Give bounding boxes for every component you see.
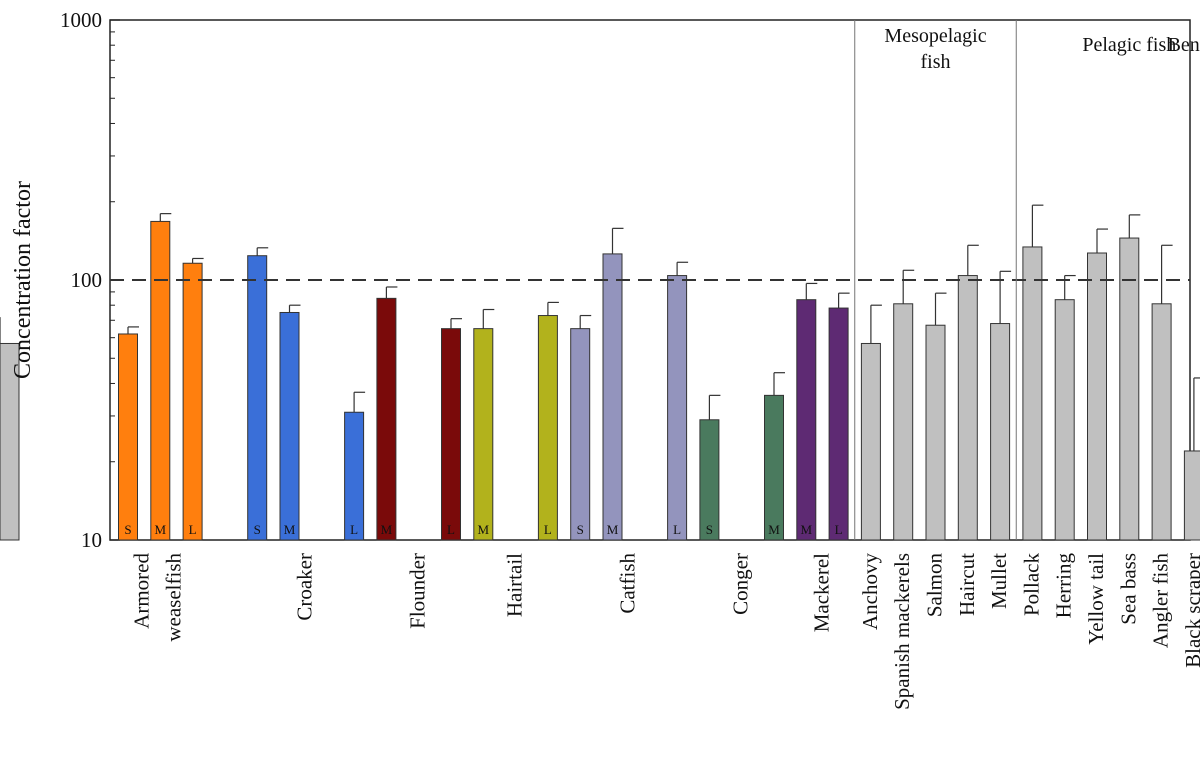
bar xyxy=(182,262,203,541)
bar xyxy=(441,328,461,541)
x-category-label: Croaker xyxy=(293,553,317,621)
bar xyxy=(602,253,623,541)
size-label: M xyxy=(284,522,296,537)
size-label: L xyxy=(447,522,455,537)
x-category-label: Mackerel xyxy=(809,553,833,632)
size-label: L xyxy=(673,522,681,537)
y-tick-label: 1000 xyxy=(60,8,102,32)
size-label: M xyxy=(607,522,619,537)
bar xyxy=(1183,450,1200,541)
x-category-label: Salmon xyxy=(923,553,947,618)
x-category-label: Black scraper xyxy=(1181,553,1200,668)
x-axis-labels: Armored weaselfish Croaker Flounder Hairtail… xyxy=(129,553,1200,710)
bar xyxy=(376,297,397,541)
size-label: L xyxy=(189,522,197,537)
size-label: L xyxy=(835,522,843,537)
size-label: L xyxy=(350,522,358,537)
size-label: L xyxy=(544,522,552,537)
bar xyxy=(344,411,365,541)
bar xyxy=(570,328,591,541)
x-category-label: Mullet xyxy=(987,553,1011,609)
x-category-label: Haircut xyxy=(955,553,979,616)
size-label: M xyxy=(155,522,167,537)
size-label: S xyxy=(706,522,713,537)
size-label: M xyxy=(381,522,393,537)
x-category-label: Spanish mackerels xyxy=(890,553,914,710)
bar xyxy=(828,307,849,541)
bar xyxy=(0,342,20,541)
bar xyxy=(990,323,1011,541)
x-category-label: Pollack xyxy=(1019,553,1043,616)
size-label: S xyxy=(254,522,261,537)
bar xyxy=(796,299,817,541)
x-category-label: Anchovy xyxy=(858,553,882,630)
y-axis: 10 100 1000 xyxy=(60,8,120,552)
bar xyxy=(699,419,720,541)
x-category-label: Conger xyxy=(729,553,753,615)
x-category-label: Sea bass xyxy=(1116,553,1140,625)
bar xyxy=(537,315,558,541)
bar xyxy=(860,342,881,541)
group-label-pelagic: Pelagic fish xyxy=(1082,34,1176,56)
size-label: S xyxy=(577,522,584,537)
bar xyxy=(1151,303,1172,541)
bar xyxy=(1119,237,1140,541)
x-category-label: weaselfish xyxy=(161,553,185,642)
x-category-label: Armored xyxy=(129,553,153,629)
x-category-label: Yellow tail xyxy=(1084,553,1108,645)
group-label-line: Mesopelagic xyxy=(884,25,986,47)
bar xyxy=(667,275,688,541)
bar xyxy=(1022,246,1043,541)
bar xyxy=(1054,299,1075,541)
y-tick-label: 100 xyxy=(71,268,103,292)
bar xyxy=(473,328,494,541)
size-label: S xyxy=(124,522,131,537)
group-label-line: fish xyxy=(921,51,951,73)
bar xyxy=(247,255,268,541)
bar xyxy=(764,394,784,541)
x-category-label: Hairtail xyxy=(503,553,527,617)
bar xyxy=(118,333,138,541)
x-category-label: Herring xyxy=(1052,553,1076,619)
x-category-label: Angler fish xyxy=(1149,553,1173,649)
bar xyxy=(957,275,978,541)
group-dividers: Mesopelagic fish Pelagic fishBenthic fish xyxy=(854,20,1200,540)
bar xyxy=(1087,252,1107,541)
bar xyxy=(150,220,171,541)
group-label-benthic: Benthic fish xyxy=(1168,34,1200,56)
y-tick-label: 10 xyxy=(81,528,102,552)
size-label: M xyxy=(768,522,780,537)
bar xyxy=(925,324,946,541)
y-axis-title: Concentration factor xyxy=(10,181,36,379)
size-label: M xyxy=(478,522,490,537)
size-label: M xyxy=(801,522,813,537)
bar xyxy=(893,303,914,541)
group-label-mesopelagic: Mesopelagic fish xyxy=(884,25,986,73)
x-category-label: Catfish xyxy=(616,553,640,614)
x-category-label: Flounder xyxy=(406,553,430,629)
bar xyxy=(279,311,300,541)
